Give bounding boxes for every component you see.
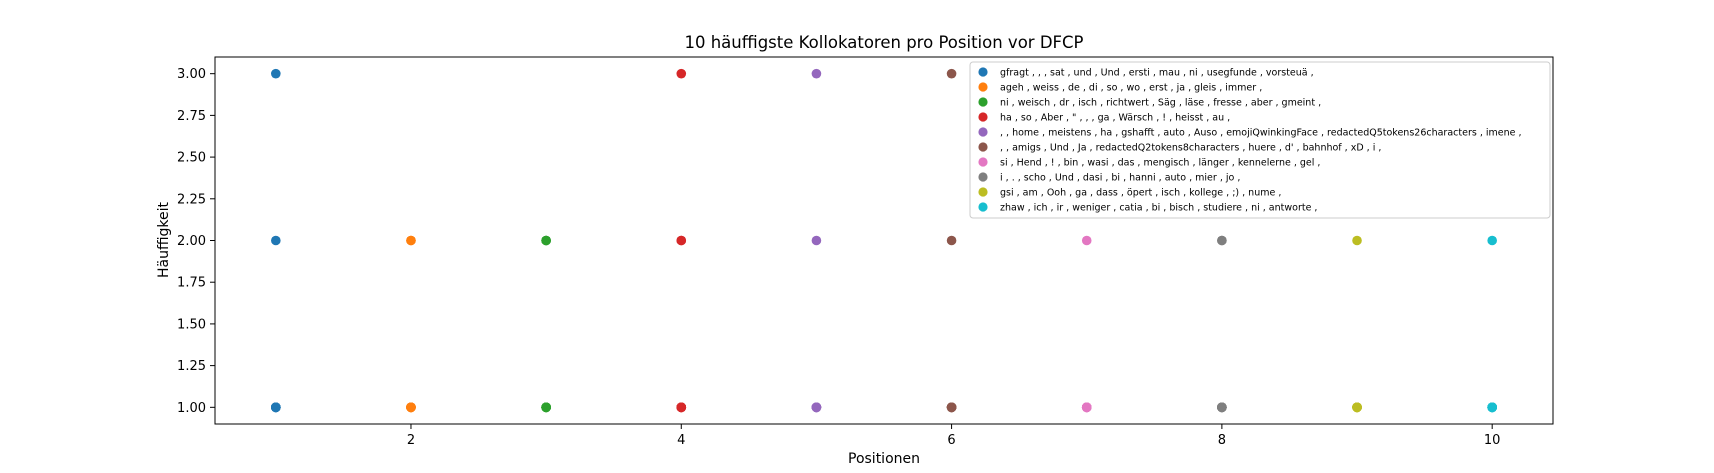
data-point [271,402,281,413]
y-tick-label: 2.50 [177,151,206,166]
data-point [1487,402,1497,413]
plot-area-frame [214,56,1554,425]
data-point [1081,402,1092,413]
y-tick-label: 1.50 [177,317,206,332]
legend-marker [978,112,988,122]
data-point [271,68,281,79]
data-point [406,402,416,413]
legend-box [969,61,1551,219]
legend-marker [978,202,988,212]
chart-title: 10 häuffigste Kollokatoren pro Position … [684,33,1083,52]
legend-marker [978,67,988,77]
legend-entry-label: si , Hend , ! , bin , wasi , das , mengi… [1000,158,1320,169]
y-tick-label: 1.25 [177,359,206,374]
data-point [676,235,687,246]
legend-marker [978,187,988,197]
y-tick-label: 1.75 [177,276,206,291]
data-point [271,235,281,246]
data-point [1217,235,1227,246]
data-point [946,68,957,79]
data-point [811,235,822,246]
y-tick-label: 2.00 [177,234,206,249]
x-tick-label: 10 [1484,433,1501,448]
y-axis: 1.00 1.25 1.50 1.75 2.00 2.25 2.50 2.75 3.00 [177,67,215,416]
data-point [1217,402,1227,413]
data-point [541,235,551,246]
data-point [1352,402,1362,413]
data-points [271,68,1497,413]
legend-entry-label: ni , weisch , dr , isch , richtwert , Sä… [1000,98,1321,109]
legend-entry-label: , , home , meistens , ha , gshafft , aut… [1000,128,1522,139]
x-tick-label: 4 [677,433,685,448]
legend-entry-label: gfragt , , , sat , und , Und , ersti , m… [1000,68,1314,79]
data-point [541,402,551,413]
legend-marker [978,142,988,152]
legend-entry-label: i , . , scho , Und , dasi , bi , hanni ,… [1000,173,1240,184]
x-axis: 2 4 6 8 10 [407,424,1501,448]
legend-marker [978,127,988,137]
x-tick-label: 6 [947,433,955,448]
legend-marker [978,97,988,107]
data-point [406,235,416,246]
y-tick-label: 3.00 [177,67,206,82]
data-point [811,68,822,79]
y-tick-label: 2.75 [177,109,206,124]
legend-marker [978,157,988,167]
y-tick-label: 1.00 [177,401,206,416]
data-point [1487,235,1497,246]
x-tick-label: 2 [407,433,415,448]
legend-marker [978,172,988,182]
data-point [676,402,687,413]
x-tick-label: 8 [1218,433,1226,448]
data-point [676,68,687,79]
legend-entry-label: ha , so , Aber , " , , , ga , Wärsch , !… [1000,113,1230,124]
y-tick-label: 2.25 [177,192,206,207]
legend-entry-label: ageh , weiss , de , di , so , wo , erst … [1000,83,1262,94]
legend-entry-label: , , amigs , Und , Ja , redactedQ2tokens8… [1000,143,1381,154]
y-axis-label: Häuffigkeit [156,201,172,278]
data-point [1081,235,1092,246]
x-axis-label: Positionen [848,451,920,467]
legend: gfragt , , , sat , und , Und , ersti , m… [969,61,1551,219]
legend-entry-label: zhaw , ich , ir , weniger , catia , bi ,… [1000,203,1317,214]
data-point [946,402,957,413]
data-point [1352,235,1362,246]
legend-entry-label: gsi , am , Ooh , ga , dass , öpert , isc… [1000,188,1281,199]
data-point [811,402,822,413]
data-point [946,235,957,246]
legend-marker [978,82,988,92]
